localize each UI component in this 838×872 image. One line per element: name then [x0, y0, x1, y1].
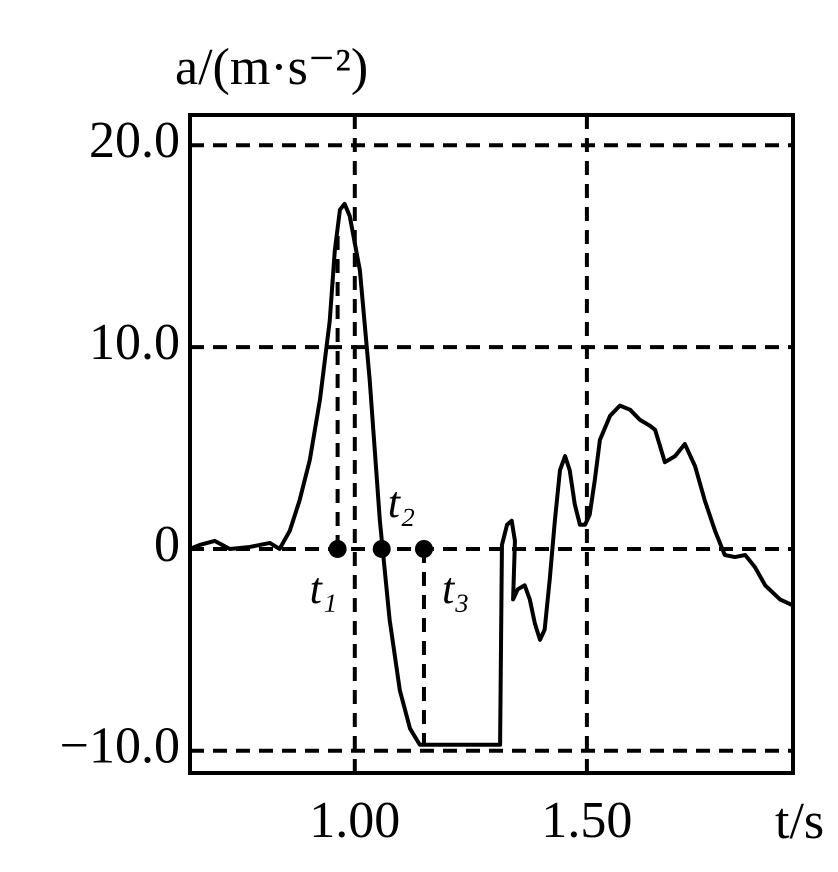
y-tick-label: 20.0 — [89, 112, 180, 169]
y-tick-label: −10.0 — [60, 718, 180, 775]
y-tick-label: 0 — [154, 516, 180, 573]
point-label: t₃ — [442, 564, 470, 613]
y-axis-label: a/(m·s⁻²) — [175, 39, 368, 96]
x-tick-label: 1.50 — [541, 792, 632, 849]
y-tick-label: 10.0 — [89, 314, 180, 371]
point-label: t₂ — [388, 478, 416, 527]
x-axis-label: t/s — [775, 793, 824, 850]
time-point — [372, 539, 391, 558]
plot-frame — [188, 113, 795, 775]
time-point — [414, 539, 433, 558]
x-tick-label: 1.00 — [309, 792, 400, 849]
point-label: t₁ — [310, 564, 338, 613]
data-line — [189, 201, 794, 747]
time-point — [328, 539, 347, 558]
